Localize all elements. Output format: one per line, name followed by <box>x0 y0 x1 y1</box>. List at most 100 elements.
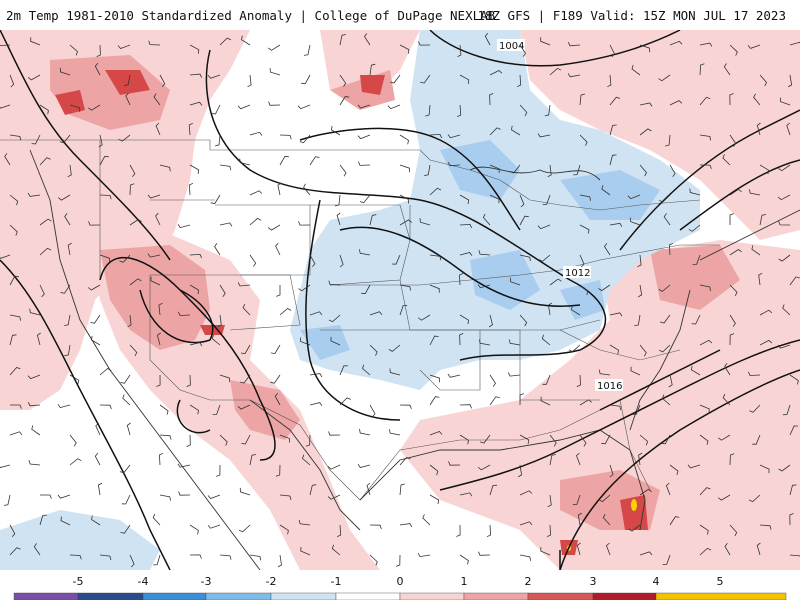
wind-barb <box>98 134 103 148</box>
wind-barb <box>210 194 221 204</box>
wind-barb <box>9 524 16 538</box>
wind-barb <box>447 161 461 167</box>
wind-barb <box>239 487 251 496</box>
wind-barb <box>27 402 41 407</box>
wind-barb <box>0 254 11 259</box>
wind-barb <box>429 494 440 505</box>
wind-barb <box>279 155 289 166</box>
wind-barb <box>579 254 585 268</box>
wind-barb <box>129 164 136 178</box>
wind-barb <box>718 494 731 501</box>
wind-barb <box>39 247 52 256</box>
wind-barb <box>214 243 221 256</box>
wind-barb <box>759 74 768 87</box>
wind-barb <box>69 434 77 447</box>
wind-barb <box>459 404 472 409</box>
wind-barb <box>249 254 257 267</box>
wind-barb <box>399 284 411 291</box>
wind-barb <box>459 333 464 346</box>
wind-barb <box>489 194 500 204</box>
wind-barb <box>699 434 709 445</box>
wind-barb <box>509 339 521 346</box>
wind-barb <box>632 404 641 415</box>
wind-barb <box>729 188 742 196</box>
wind-barb <box>778 164 791 172</box>
wind-barb <box>369 311 383 316</box>
wind-barb <box>339 397 351 406</box>
wind-barb <box>274 392 281 406</box>
wind-barb <box>478 551 491 556</box>
wind-barb <box>729 453 735 466</box>
wind-barb <box>39 104 49 115</box>
wind-barb <box>357 104 371 109</box>
wind-barb <box>189 73 203 78</box>
wind-barb <box>567 42 581 47</box>
wind-barb <box>572 494 581 506</box>
wind-barb <box>300 546 311 556</box>
wind-barb <box>298 519 311 526</box>
wind-barb <box>669 464 679 476</box>
wind-barb <box>156 332 161 346</box>
wind-barb <box>40 494 52 499</box>
wind-barb <box>724 363 731 376</box>
wind-barb <box>567 73 581 78</box>
wind-barb <box>729 93 734 106</box>
wind-barb <box>268 101 281 106</box>
wind-barb <box>159 434 172 440</box>
wind-barb <box>327 494 341 500</box>
wind-barb <box>459 492 473 497</box>
wind-barb <box>9 547 21 556</box>
wind-barb <box>120 374 131 384</box>
wind-barb <box>94 452 101 466</box>
wind-barb <box>699 164 712 169</box>
wind-barb <box>549 278 562 286</box>
wind-barb <box>147 253 161 258</box>
wind-barb <box>99 554 112 561</box>
wind-barb <box>544 104 551 117</box>
wind-barb <box>339 164 347 177</box>
wind-barb <box>214 134 221 147</box>
wind-barb <box>275 464 281 477</box>
wind-barb <box>579 399 592 406</box>
wind-barb <box>691 314 701 325</box>
wind-barb <box>699 524 709 535</box>
wind-barb <box>729 333 735 346</box>
wind-barb <box>150 276 161 286</box>
wind-barb <box>579 224 590 234</box>
wind-barb <box>69 554 82 560</box>
wind-barb <box>94 62 101 76</box>
anomaly-map: 1004 1012 1016 <box>0 30 800 570</box>
wind-barb <box>189 253 203 259</box>
wind-barb <box>723 63 731 76</box>
wind-barb <box>64 213 71 226</box>
wind-barb <box>609 154 617 166</box>
wind-barb <box>327 464 341 470</box>
legend-swatch <box>13 592 79 600</box>
legend-swatch <box>527 592 594 600</box>
wind-barb <box>358 161 371 166</box>
wind-barb <box>598 284 611 292</box>
wind-barb <box>219 434 228 446</box>
wind-barb <box>511 125 521 136</box>
wind-barb <box>298 221 311 226</box>
wind-barb <box>699 96 711 106</box>
legend-tick-label: -3 <box>201 575 212 588</box>
wind-barb <box>219 37 232 46</box>
legend-swatch <box>655 592 787 600</box>
map-canvas: 1004 1012 1016 <box>0 30 800 570</box>
legend-swatch <box>205 592 272 600</box>
wind-barb <box>541 334 551 346</box>
wind-barb <box>59 134 71 144</box>
wind-barb <box>39 284 45 298</box>
wind-barb <box>391 254 401 265</box>
wind-barb <box>120 524 131 534</box>
wind-barb <box>249 454 256 466</box>
wind-barb <box>457 104 462 118</box>
wind-barb <box>658 284 671 292</box>
wind-barb <box>9 334 17 346</box>
wind-barb <box>119 254 131 263</box>
wind-barb <box>749 404 761 413</box>
wind-barb <box>478 250 491 256</box>
wind-barb <box>309 373 323 378</box>
wind-barb <box>665 482 671 496</box>
